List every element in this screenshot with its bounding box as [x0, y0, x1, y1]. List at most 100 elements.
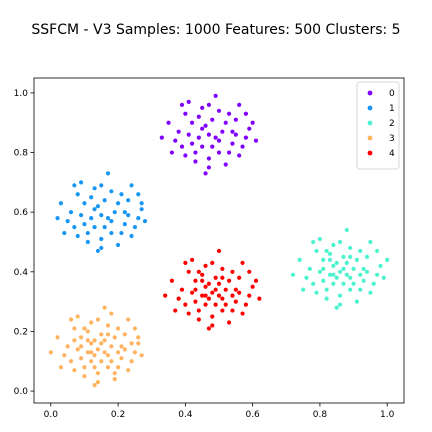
- data-point-series-0: [243, 135, 249, 140]
- data-point-series-3: [68, 359, 74, 364]
- plot-frame: [33, 77, 405, 404]
- data-point-series-1: [99, 236, 104, 242]
- data-point-series-2: [327, 251, 333, 257]
- data-point-series-2: [348, 245, 353, 251]
- data-point-series-3: [115, 326, 121, 331]
- data-point-series-3: [136, 335, 141, 340]
- data-point-series-2: [344, 227, 349, 233]
- data-point-series-4: [200, 293, 205, 298]
- legend: 0 1 2 3 4: [356, 81, 400, 170]
- data-point-series-2: [331, 242, 336, 248]
- data-point-series-3: [126, 368, 131, 373]
- data-point-series-4: [173, 308, 178, 313]
- data-point-series-1: [109, 230, 114, 236]
- data-point-series-1: [89, 195, 94, 200]
- data-point-series-0: [193, 159, 198, 164]
- data-point-series-2: [351, 266, 356, 271]
- data-point-series-1: [136, 192, 141, 197]
- data-point-series-2: [321, 266, 326, 271]
- data-point-series-3: [139, 353, 144, 358]
- data-point-series-4: [247, 293, 252, 298]
- data-point-series-3: [72, 326, 77, 331]
- y-axis: 0.0 0.2 0.4 0.6 0.8 1.0: [14, 89, 34, 397]
- data-point-series-3: [132, 350, 138, 355]
- data-point-series-0: [189, 141, 195, 146]
- data-point-series-2: [348, 254, 353, 259]
- data-point-series-2: [378, 263, 383, 268]
- data-point-series-2: [337, 269, 343, 274]
- data-point-series-1: [99, 245, 104, 251]
- data-point-series-4: [223, 302, 228, 307]
- data-point-series-4: [237, 290, 242, 295]
- data-point-series-3: [82, 326, 87, 331]
- x-tick-label: 0.8: [313, 410, 328, 420]
- data-point-series-2: [297, 257, 302, 262]
- data-point-series-3: [112, 377, 117, 382]
- legend-box: [356, 81, 400, 170]
- data-point-series-2: [361, 278, 366, 283]
- data-point-series-2: [351, 281, 356, 286]
- data-point-series-1: [68, 210, 74, 215]
- data-point-series-3: [119, 356, 124, 361]
- data-point-series-1: [109, 189, 114, 194]
- data-point-series-4: [193, 299, 198, 304]
- y-tick-label: 0.8: [14, 149, 29, 159]
- data-point-series-1: [85, 239, 90, 245]
- data-point-series-0: [210, 117, 215, 122]
- data-point-series-1: [75, 192, 80, 197]
- data-point-series-2: [331, 281, 336, 286]
- data-point-series-0: [213, 93, 218, 98]
- data-point-series-0: [200, 105, 205, 110]
- data-point-series-2: [344, 272, 349, 277]
- data-point-series-4: [230, 293, 235, 298]
- legend-label: 2: [389, 119, 395, 129]
- data-point-series-4: [183, 260, 188, 265]
- data-point-series-4: [226, 320, 232, 325]
- data-point-series-4: [216, 248, 222, 254]
- data-point-series-3: [48, 350, 53, 355]
- data-point-series-2: [317, 236, 323, 242]
- data-point-series-3: [89, 359, 94, 364]
- data-point-series-0: [206, 132, 212, 137]
- data-point-series-4: [210, 290, 215, 295]
- data-point-series-3: [102, 350, 107, 355]
- data-point-series-2: [300, 287, 306, 292]
- data-point-series-4: [243, 302, 249, 307]
- data-point-series-1: [58, 201, 64, 206]
- data-point-series-2: [304, 275, 309, 280]
- data-point-series-2: [331, 263, 336, 268]
- data-point-series-3: [132, 326, 138, 331]
- data-point-series-0: [220, 129, 225, 134]
- data-point-series-0: [237, 153, 242, 158]
- data-point-series-0: [179, 144, 185, 149]
- data-point-series-3: [105, 332, 111, 337]
- data-point-series-3: [115, 350, 121, 355]
- data-point-series-2: [385, 257, 390, 262]
- data-point-series-1: [126, 198, 131, 203]
- data-point-series-2: [354, 299, 360, 304]
- data-point-series-3: [92, 365, 97, 370]
- data-point-series-1: [78, 213, 84, 218]
- data-point-series-2: [344, 260, 349, 265]
- data-point-series-4: [257, 296, 262, 301]
- data-point-series-4: [206, 326, 212, 331]
- data-point-series-3: [89, 341, 94, 346]
- legend-marker: [367, 150, 373, 156]
- data-point-series-4: [210, 314, 215, 319]
- data-point-series-1: [102, 224, 107, 230]
- data-point-series-4: [193, 278, 198, 283]
- y-tick-label: 0.4: [14, 268, 29, 278]
- data-point-series-0: [213, 135, 218, 140]
- data-point-series-1: [142, 219, 148, 224]
- data-point-series-3: [92, 338, 97, 343]
- data-point-series-4: [203, 284, 208, 289]
- data-point-series-3: [82, 365, 87, 370]
- data-point-series-0: [216, 138, 222, 143]
- data-point-series-2: [371, 281, 376, 286]
- data-point-series-1: [139, 207, 144, 212]
- data-point-series-3: [95, 317, 101, 322]
- data-point-series-2: [311, 281, 316, 286]
- data-point-series-3: [55, 335, 60, 340]
- legend-marker: [367, 90, 373, 96]
- data-point-series-3: [95, 371, 101, 376]
